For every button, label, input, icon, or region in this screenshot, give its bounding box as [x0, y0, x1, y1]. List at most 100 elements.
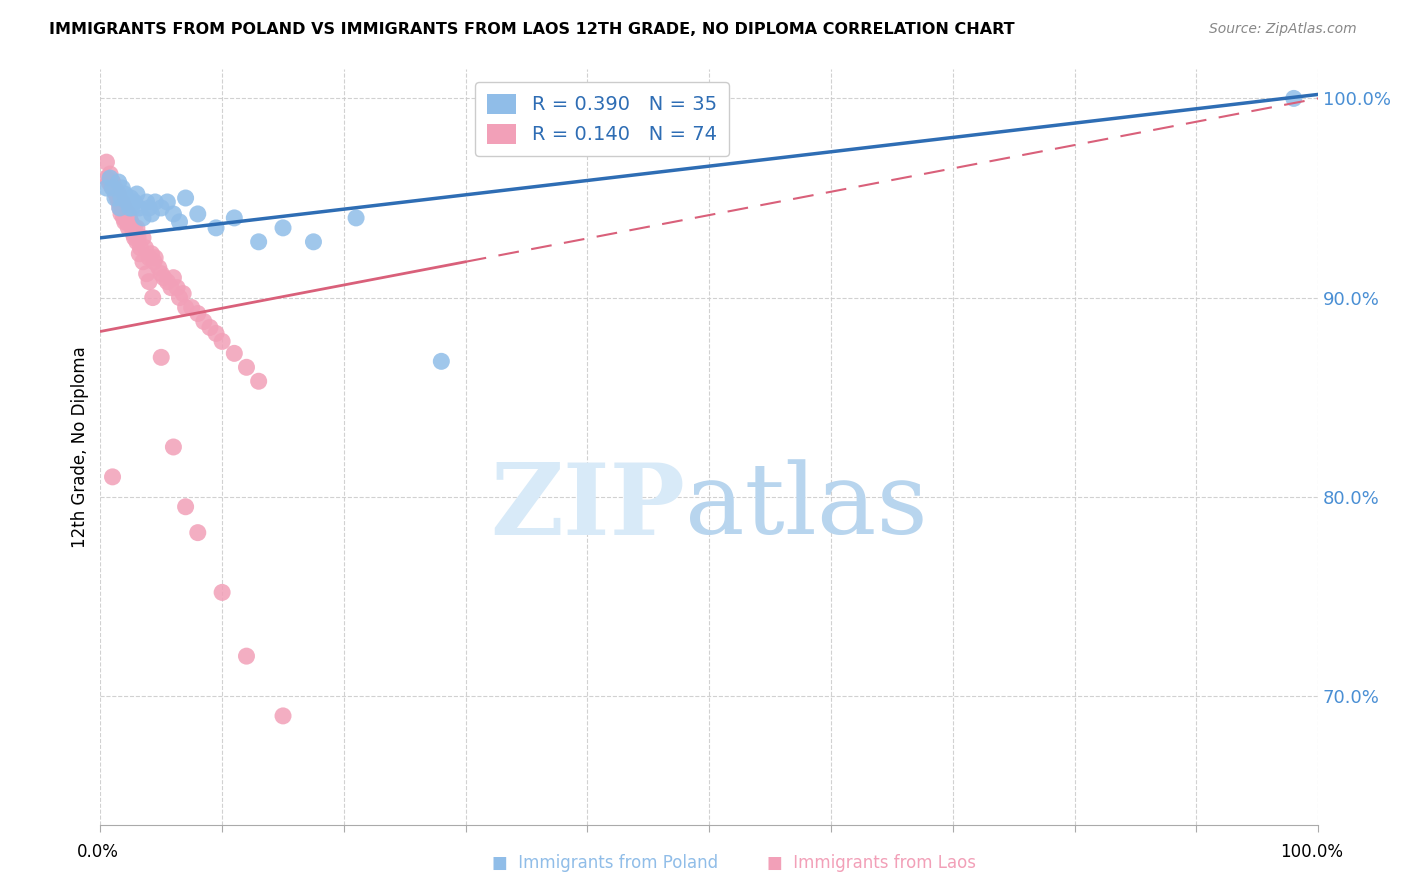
Point — [138, 275, 160, 289]
Point — [120, 215, 142, 229]
Point — [121, 220, 143, 235]
Point — [112, 211, 135, 225]
Point — [211, 585, 233, 599]
Text: ■  Immigrants from Laos: ■ Immigrants from Laos — [768, 855, 976, 872]
Point — [125, 187, 148, 202]
Point — [138, 201, 160, 215]
Point — [160, 280, 183, 294]
Point — [101, 470, 124, 484]
Point — [104, 181, 127, 195]
Point — [128, 246, 150, 260]
Point — [124, 231, 146, 245]
Point — [127, 231, 149, 245]
Point — [114, 187, 136, 202]
Point — [125, 220, 148, 235]
Point — [187, 306, 209, 320]
Point — [121, 201, 143, 215]
Point — [100, 179, 122, 194]
Point — [148, 260, 170, 275]
Point — [124, 194, 146, 209]
Point — [96, 155, 118, 169]
Point — [115, 215, 138, 229]
Legend: R = 0.390   N = 35, R = 0.140   N = 74: R = 0.390 N = 35, R = 0.140 N = 74 — [475, 82, 728, 156]
Point — [111, 201, 134, 215]
Point — [107, 194, 129, 209]
Point — [198, 320, 221, 334]
Point — [103, 181, 125, 195]
Point — [98, 171, 121, 186]
Point — [120, 191, 142, 205]
Point — [111, 194, 134, 209]
Point — [271, 220, 294, 235]
Point — [110, 207, 132, 221]
Point — [235, 360, 257, 375]
Point — [125, 235, 148, 249]
Point — [101, 181, 124, 195]
Point — [117, 207, 139, 221]
Point — [117, 220, 139, 235]
Point — [247, 235, 270, 249]
Text: atlas: atlas — [685, 459, 928, 556]
Point — [110, 191, 132, 205]
Point — [224, 211, 246, 225]
Point — [104, 185, 127, 199]
Point — [156, 275, 179, 289]
Point — [115, 194, 138, 209]
Point — [150, 201, 173, 215]
Point — [101, 175, 124, 189]
Point — [132, 231, 155, 245]
Point — [235, 649, 257, 664]
Text: Source: ZipAtlas.com: Source: ZipAtlas.com — [1209, 22, 1357, 37]
Point — [150, 351, 173, 365]
Point — [122, 227, 145, 241]
Point — [135, 267, 157, 281]
Point — [118, 201, 141, 215]
Point — [166, 280, 188, 294]
Y-axis label: 12th Grade, No Diploma: 12th Grade, No Diploma — [72, 346, 89, 548]
Point — [107, 175, 129, 189]
Point — [134, 241, 156, 255]
Point — [430, 354, 453, 368]
Point — [172, 286, 194, 301]
Point — [132, 254, 155, 268]
Point — [187, 525, 209, 540]
Point — [114, 201, 136, 215]
Point — [108, 201, 131, 215]
Point — [104, 191, 127, 205]
Point — [107, 187, 129, 202]
Point — [211, 334, 233, 349]
Point — [120, 215, 142, 229]
Point — [150, 267, 173, 281]
Point — [111, 181, 134, 195]
Point — [124, 220, 146, 235]
Point — [205, 220, 228, 235]
Point — [162, 440, 184, 454]
Point — [135, 194, 157, 209]
Point — [187, 207, 209, 221]
Point — [174, 500, 197, 514]
Point — [271, 709, 294, 723]
Point — [142, 291, 165, 305]
Point — [105, 191, 128, 205]
Point — [141, 246, 163, 260]
Point — [247, 374, 270, 388]
Point — [152, 270, 174, 285]
Point — [98, 167, 121, 181]
Point — [114, 215, 136, 229]
Point — [141, 207, 163, 221]
Point — [169, 215, 191, 229]
Point — [224, 346, 246, 360]
Point — [162, 207, 184, 221]
Text: 0.0%: 0.0% — [77, 843, 120, 861]
Point — [101, 175, 124, 189]
Point — [174, 191, 197, 205]
Point — [105, 187, 128, 202]
Point — [180, 301, 202, 315]
Point — [138, 251, 160, 265]
Point — [128, 201, 150, 215]
Point — [143, 194, 166, 209]
Point — [108, 201, 131, 215]
Point — [205, 326, 228, 341]
Point — [162, 270, 184, 285]
Point — [132, 211, 155, 225]
